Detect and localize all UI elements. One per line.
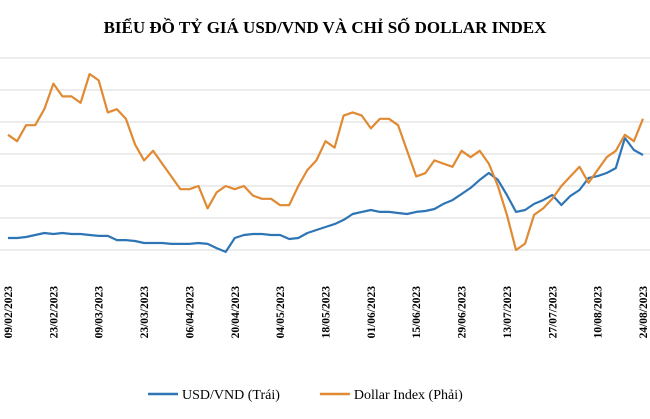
x-tick-label: 23/03/2023: [139, 286, 151, 339]
x-tick-label: 15/06/2023: [411, 286, 423, 339]
x-tick-label: 09/02/2023: [3, 286, 15, 339]
x-tick-label: 18/05/2023: [321, 286, 333, 339]
x-axis: 09/02/2023 23/02/2023 09/03/2023 23/03/2023…: [3, 286, 650, 339]
x-tick-label: 27/07/2023: [547, 286, 559, 339]
legend-label: USD/VND (Trái): [182, 388, 280, 403]
x-tick-label: 20/04/2023: [230, 286, 242, 339]
x-tick-label: 10/08/2023: [593, 286, 605, 339]
legend-label: Dollar Index (Phải): [354, 388, 463, 403]
x-tick-label: 06/04/2023: [184, 286, 196, 339]
chart-title: BIỂU ĐỒ TỶ GIÁ USD/VND VÀ CHỈ SỐ DOLLAR …: [104, 17, 548, 37]
x-tick-label: 13/07/2023: [502, 286, 514, 339]
x-tick-label: 09/03/2023: [94, 286, 106, 339]
x-tick-label: 29/06/2023: [457, 286, 469, 339]
plot: [7, 72, 645, 253]
x-tick-label: 24/08/2023: [638, 286, 650, 339]
grid: [0, 57, 650, 251]
legend: USD/VND (Trái) Dollar Index (Phải): [148, 388, 463, 403]
x-tick-label: 23/02/2023: [48, 286, 60, 339]
series-line: [8, 136, 644, 253]
x-tick-label: 01/06/2023: [366, 286, 378, 339]
series-line: [7, 72, 645, 252]
x-tick-label: 04/05/2023: [275, 286, 287, 339]
